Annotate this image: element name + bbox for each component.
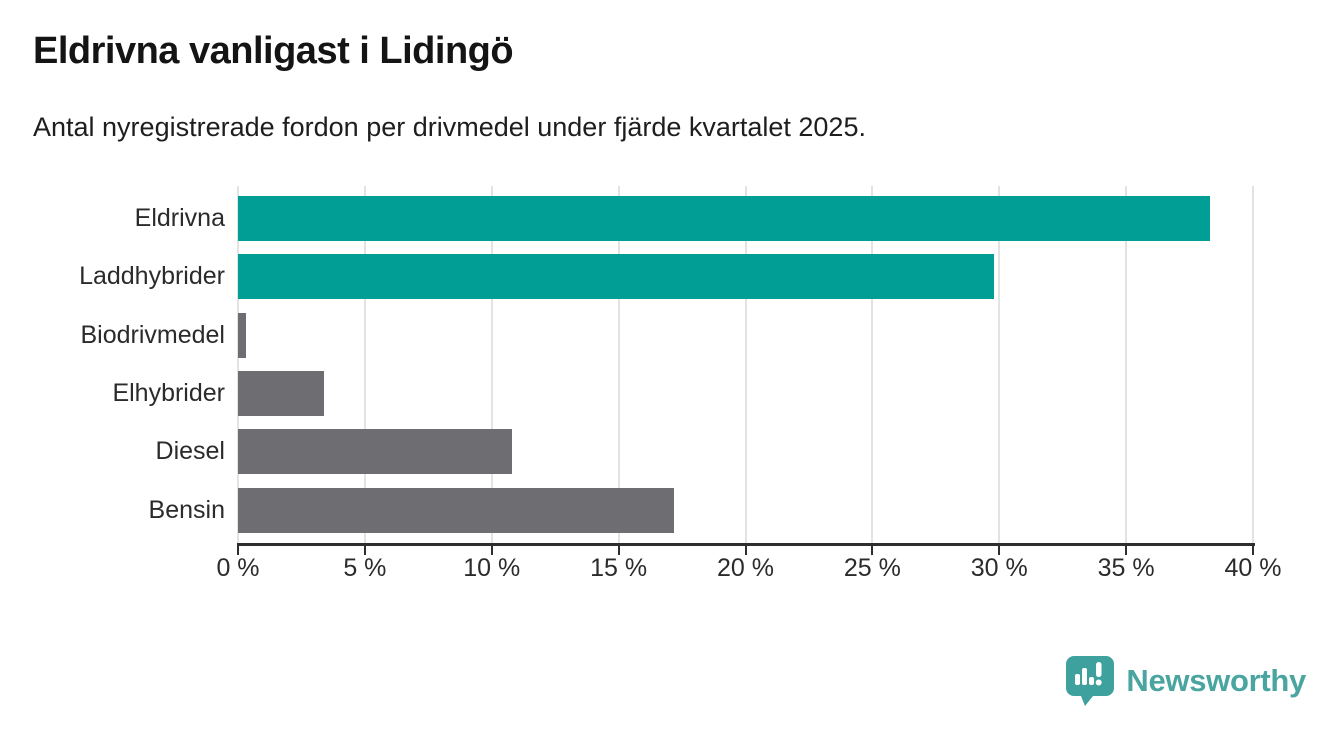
x-axis-line [237,543,1255,546]
tick-label-15: 15 % [590,554,648,582]
page-subtitle: Antal nyregistrerade fordon per drivmede… [33,112,866,142]
tick-mark-35 [1125,546,1128,555]
gridline-5 [363,186,366,545]
gridline-15 [617,186,620,545]
tick-mark-5 [363,546,366,555]
tick-label-0: 0 % [216,554,260,582]
bar-diesel [238,429,513,475]
tick-label-5: 5 % [343,554,387,582]
tick-label-40: 40 % [1224,554,1282,582]
category-label-biodrivmedel: Biodrivmedel [80,320,225,349]
gridline-30 [998,186,1001,545]
brand-name: Newsworthy [1126,663,1306,698]
tick-label-20: 20 % [717,554,774,582]
bar-bensin [238,487,675,533]
category-label-elhybrider: Elhybrider [112,378,225,407]
tick-mark-10 [490,546,493,555]
category-label-eldrivna: Eldrivna [134,204,225,232]
bar-laddhybrider [238,254,995,300]
plot-area [237,186,1254,545]
newsworthy-pin-chart-icon [1065,655,1115,707]
page-title: Eldrivna vanligast i Lidingö [33,30,514,72]
gridline-40 [1252,186,1254,545]
category-label-laddhybrider: Laddhybrider [79,262,225,291]
tick-label-30: 30 % [970,554,1028,582]
bar-eldrivna [238,196,1210,241]
tick-mark-0 [237,546,239,555]
tick-label-25: 25 % [843,554,901,582]
gridline-35 [1125,186,1128,545]
bar-row-laddhybrider [238,254,1253,300]
bar-biodrivmedel [238,312,246,358]
bar-row-elhybrider [238,370,1253,416]
gridline-20 [744,186,747,545]
bar-row-diesel [238,429,1253,475]
gridline-0 [237,186,239,545]
tick-label-35: 35 % [1097,554,1155,582]
bar-row-biodrivmedel [238,312,1253,358]
tick-mark-20 [744,546,747,555]
tick-mark-15 [617,546,620,555]
brand-footer: Newsworthy [1065,655,1306,707]
bar-row-eldrivna [238,196,1253,241]
category-label-diesel: Diesel [155,437,225,466]
tick-label-10: 10 % [463,554,521,582]
gridline-25 [871,186,874,545]
tick-mark-25 [871,546,874,555]
gridline-10 [490,186,493,545]
bar-elhybrider [238,370,325,416]
bar-row-bensin [238,487,1253,533]
tick-mark-40 [1252,546,1254,555]
category-label-bensin: Bensin [148,495,225,524]
tick-mark-30 [998,546,1001,555]
